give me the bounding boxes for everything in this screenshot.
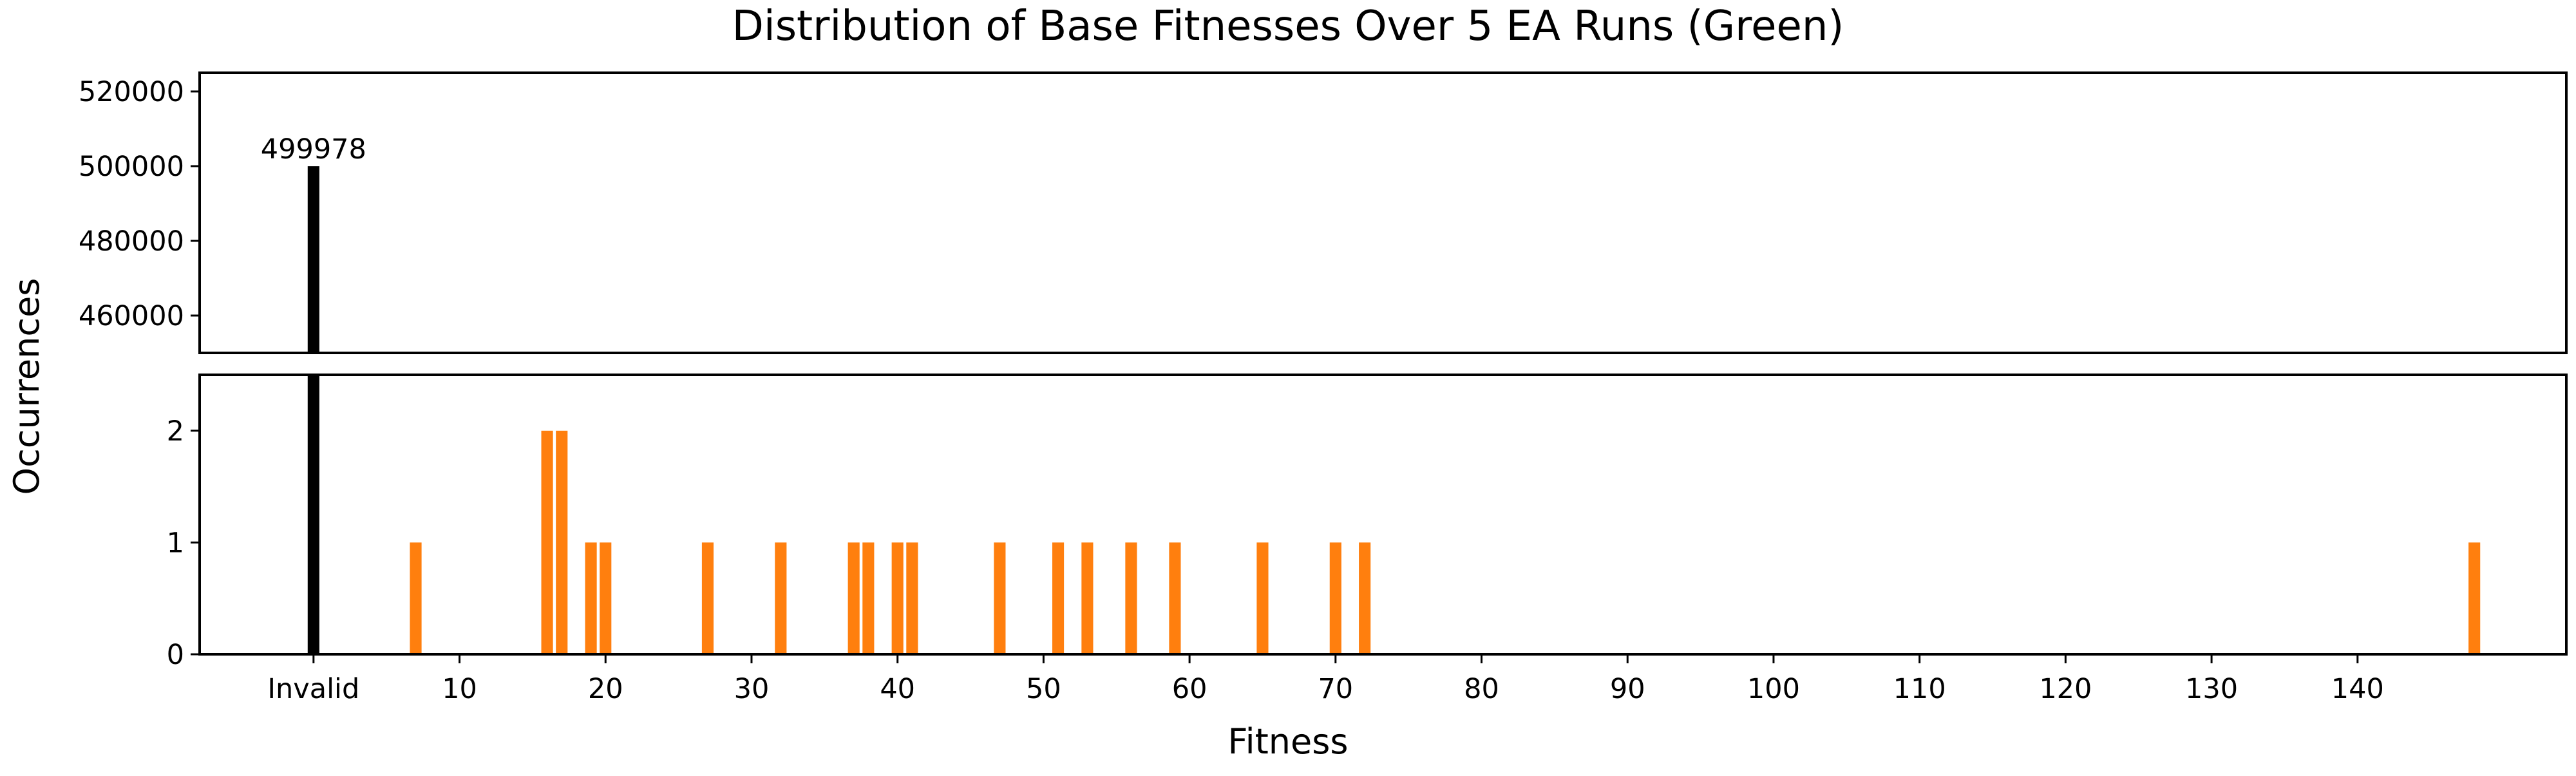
bar-fitness-20 xyxy=(600,542,612,654)
bar-fitness-37 xyxy=(848,542,860,654)
bar-fitness-59 xyxy=(1169,542,1181,654)
lower-panel: 0 1 2 Invalid 10 20 30 40 50 60 70 80 90 100 110 120 130… xyxy=(167,374,2568,705)
bar-fitness-72 xyxy=(1359,542,1371,654)
x-tick-label-40: 40 xyxy=(880,673,915,705)
upper-y-tick-label-480000: 480000 xyxy=(79,225,184,258)
x-tick-label-20: 20 xyxy=(588,673,623,705)
bar-fitness-40 xyxy=(891,542,904,654)
x-tick-label-100: 100 xyxy=(1747,673,1800,705)
x-tick-label-10: 10 xyxy=(442,673,477,705)
x-tick-label-Invalid: Invalid xyxy=(267,673,359,705)
upper-y-tick-label-520000: 520000 xyxy=(79,76,184,108)
y-axis-label: Occurrences xyxy=(6,278,47,495)
x-tick-label-120: 120 xyxy=(2039,673,2092,705)
x-tick-label-130: 130 xyxy=(2185,673,2238,705)
upper-y-tick-label-460000: 460000 xyxy=(79,300,184,332)
bar-invalid-lower xyxy=(307,375,319,654)
bar-fitness-65 xyxy=(1256,542,1269,654)
bar-fitness-27 xyxy=(701,542,714,654)
bar-fitness-17 xyxy=(556,430,568,654)
lower-bars xyxy=(307,375,2481,654)
lower-y-tick-label-2: 2 xyxy=(167,415,184,448)
bar-fitness-148 xyxy=(2468,542,2481,654)
upper-y-tick-label-500000: 500000 xyxy=(79,151,184,183)
bar-fitness-53 xyxy=(1081,542,1094,654)
bar-fitness-47 xyxy=(994,542,1006,654)
bar-fitness-16 xyxy=(541,430,553,654)
bar-fitness-38 xyxy=(862,542,875,654)
bar-invalid-upper xyxy=(307,166,319,353)
x-tick-label-70: 70 xyxy=(1318,673,1353,705)
x-tick-label-90: 90 xyxy=(1610,673,1645,705)
bar-fitness-19 xyxy=(585,542,597,654)
chart-title: Distribution of Base Fitnesses Over 5 EA… xyxy=(732,3,1844,50)
lower-y-tick-label-0: 0 xyxy=(167,639,184,671)
x-tick-label-30: 30 xyxy=(734,673,770,705)
bar-fitness-56 xyxy=(1125,542,1137,654)
x-tick-label-60: 60 xyxy=(1172,673,1208,705)
bar-fitness-51 xyxy=(1052,542,1065,654)
upper-panel-frame xyxy=(198,71,2568,354)
x-axis-label: Fitness xyxy=(1227,721,1348,762)
upper-panel: 499978 460000 480000 500000 520000 xyxy=(79,71,2568,354)
upper-bars xyxy=(307,166,319,353)
lower-panel-frame xyxy=(198,374,2568,656)
x-tick-label-110: 110 xyxy=(1893,673,1946,705)
data-label-invalid: 499978 xyxy=(261,133,366,166)
x-tick-label-80: 80 xyxy=(1464,673,1499,705)
bar-fitness-41 xyxy=(906,542,918,654)
x-tick-label-140: 140 xyxy=(2331,673,2384,705)
x-tick-label-50: 50 xyxy=(1026,673,1061,705)
lower-y-tick-label-1: 1 xyxy=(167,527,184,559)
bar-fitness-7 xyxy=(410,542,422,654)
bar-fitness-32 xyxy=(775,542,787,654)
bar-fitness-70 xyxy=(1329,542,1341,654)
